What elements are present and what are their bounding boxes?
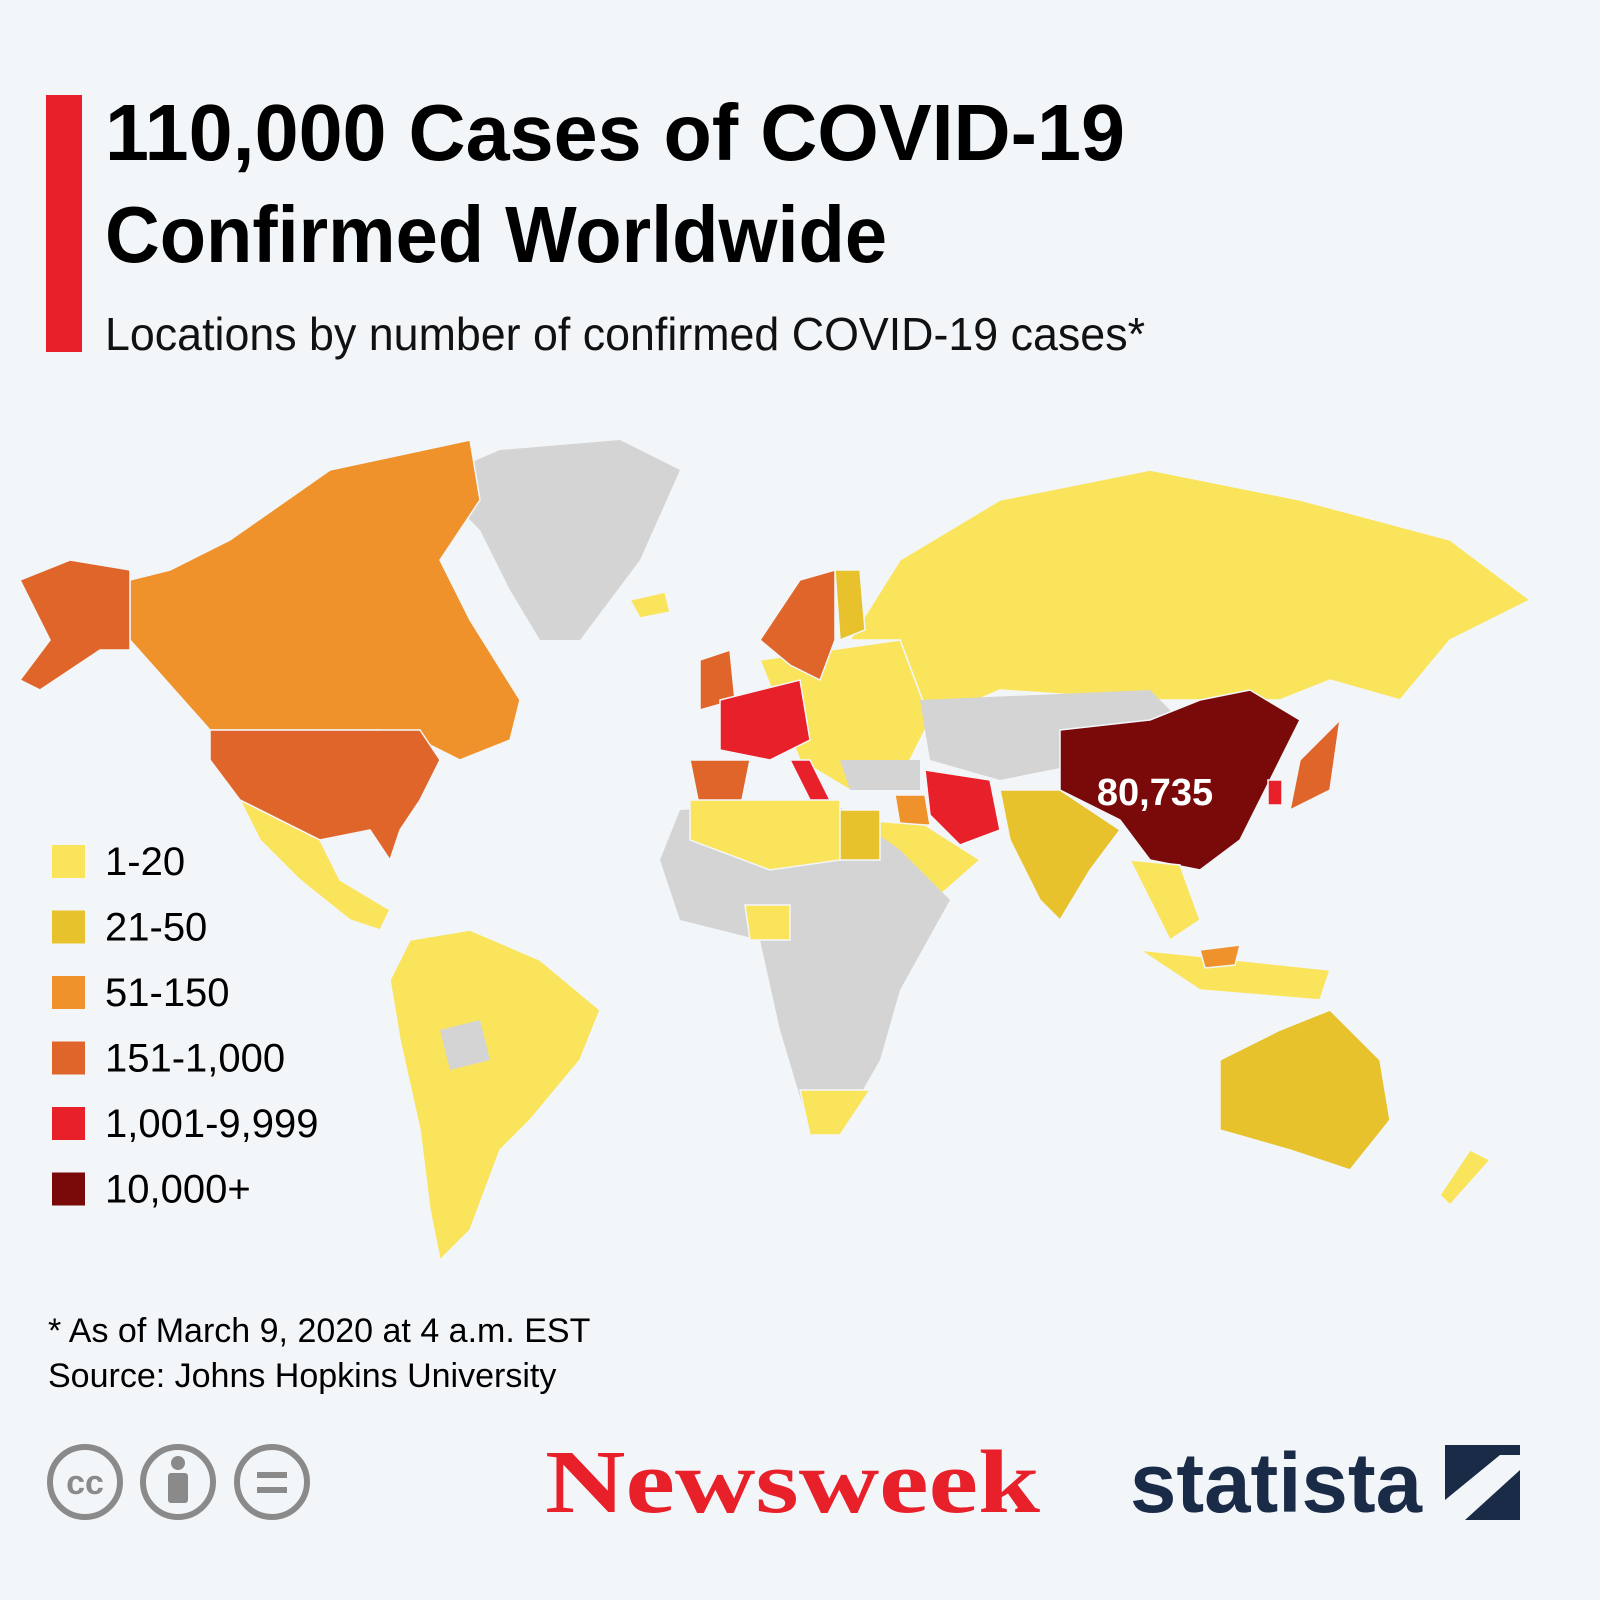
greenland bbox=[430, 440, 680, 640]
turkey bbox=[840, 760, 920, 790]
statista-logo: statista bbox=[1130, 1436, 1423, 1530]
legend-label: 51-150 bbox=[105, 971, 230, 1015]
title-line: 110,000 Cases of COVID-19 bbox=[105, 88, 1125, 177]
south-america bbox=[389, 929, 601, 1262]
australia bbox=[1219, 1009, 1391, 1171]
title-line: Confirmed Worldwide bbox=[105, 190, 887, 279]
cc-icon bbox=[47, 1444, 123, 1520]
newsweek-logo: Newsweek bbox=[545, 1433, 1040, 1532]
statista-mark bbox=[1445, 1445, 1520, 1520]
accent-bar bbox=[46, 95, 82, 352]
source: Source: Johns Hopkins University bbox=[48, 1357, 556, 1395]
legend-swatch bbox=[52, 910, 85, 944]
indonesia bbox=[1139, 949, 1332, 1001]
world-map: 80,735 bbox=[18, 439, 1532, 1262]
nd-icon bbox=[234, 1444, 310, 1520]
legend-label: 151-1,000 bbox=[105, 1037, 285, 1081]
cameroon-nigeria bbox=[744, 904, 791, 941]
iceland bbox=[628, 591, 671, 619]
scandinavia bbox=[759, 569, 836, 682]
legend-swatch bbox=[52, 976, 85, 1009]
japan bbox=[1288, 717, 1342, 812]
cc-text: cc bbox=[66, 1464, 104, 1502]
new-zealand bbox=[1439, 1149, 1492, 1207]
footnote: * As of March 9, 2020 at 4 a.m. EST bbox=[48, 1312, 590, 1350]
north-africa bbox=[689, 799, 841, 871]
iran bbox=[924, 769, 1001, 846]
legend-label: 1,001-9,999 bbox=[105, 1102, 319, 1146]
legend-swatch bbox=[52, 1041, 85, 1075]
legend-swatch bbox=[52, 845, 85, 878]
southeast-asia bbox=[1128, 859, 1201, 942]
subtitle: Locations by number of confirmed COVID-1… bbox=[105, 308, 1145, 360]
iraq bbox=[894, 794, 931, 826]
license-icons bbox=[47, 1444, 310, 1520]
korea bbox=[1267, 779, 1283, 806]
legend-label: 21-50 bbox=[105, 906, 207, 950]
finland bbox=[834, 569, 866, 642]
bolivia bbox=[440, 1020, 490, 1070]
china bbox=[1059, 689, 1301, 871]
france-germany bbox=[719, 679, 811, 761]
legend: 1-20 21-50 51-150 151-1,000 1,001-9,999 10,00… bbox=[52, 840, 319, 1212]
egypt bbox=[839, 809, 881, 861]
by-person bbox=[168, 1456, 188, 1503]
by-icon bbox=[140, 1444, 216, 1520]
legend-swatch bbox=[52, 1107, 85, 1140]
alaska bbox=[18, 559, 131, 691]
china-case-count: 80,735 bbox=[1097, 772, 1213, 814]
mexico bbox=[238, 798, 391, 931]
legend-label: 10,000+ bbox=[105, 1168, 251, 1212]
india bbox=[999, 789, 1122, 922]
legend-label: 1-20 bbox=[105, 840, 185, 884]
nd-equals bbox=[257, 1472, 287, 1493]
usa bbox=[209, 729, 441, 862]
legend-swatch bbox=[52, 1172, 85, 1206]
africa bbox=[660, 800, 950, 1130]
malaysia bbox=[1199, 944, 1241, 969]
south-africa bbox=[799, 1089, 872, 1136]
